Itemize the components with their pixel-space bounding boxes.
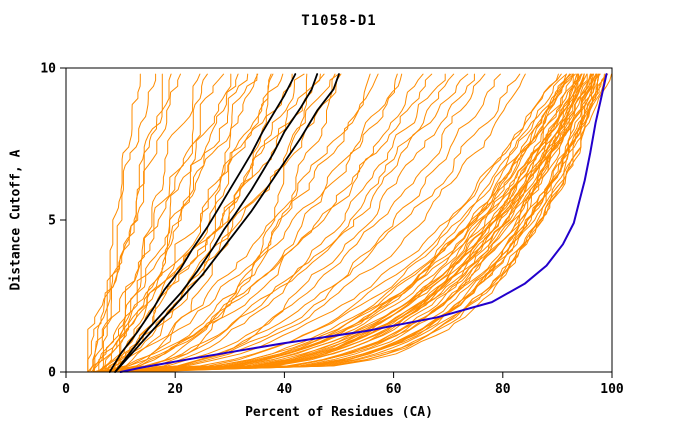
model-curve — [103, 73, 259, 373]
model-curve — [109, 73, 446, 373]
x-tick-label: 80 — [495, 382, 511, 397]
model-curve — [94, 73, 576, 373]
y-tick-label: 0 — [48, 366, 56, 381]
reference-curve — [108, 73, 297, 373]
model-curve — [125, 73, 486, 373]
model-curve — [98, 73, 403, 373]
model-curve — [98, 73, 571, 373]
model-curve — [142, 73, 600, 373]
model-curve — [87, 73, 157, 373]
model-curve — [90, 73, 325, 373]
model-curve — [101, 73, 585, 373]
model-curve — [93, 73, 594, 373]
model-curve — [113, 73, 339, 373]
model-curve — [99, 73, 284, 373]
chart-title: T1058-D1 — [301, 13, 377, 29]
model-curve — [89, 73, 293, 373]
model-curve — [102, 73, 272, 373]
model-curve — [109, 73, 379, 373]
model-curve — [103, 73, 585, 373]
model-curve — [131, 73, 607, 373]
x-tick-label: 100 — [600, 382, 624, 397]
model-curve — [104, 73, 342, 373]
model-curve — [132, 73, 574, 373]
model-curve — [99, 73, 562, 373]
model-curve — [92, 73, 141, 373]
model-curve — [99, 73, 163, 373]
model-curve — [116, 73, 605, 373]
model-curve — [99, 73, 526, 373]
model-curve — [92, 73, 595, 373]
model-curve — [103, 73, 424, 373]
model-curve — [116, 73, 398, 373]
model-curve — [109, 73, 597, 373]
model-curve — [106, 73, 567, 373]
model-curve — [106, 73, 521, 373]
model-curve — [111, 73, 580, 373]
x-tick-label: 20 — [167, 382, 183, 397]
model-curve — [113, 73, 208, 373]
y-tick-label: 10 — [40, 62, 56, 77]
x-axis-label: Percent of Residues (CA) — [245, 405, 433, 420]
model-curve — [120, 73, 501, 373]
model-curve — [99, 73, 574, 373]
model-curve — [105, 73, 239, 373]
model-curve — [105, 73, 573, 373]
model-curve — [87, 73, 225, 373]
y-tick-label: 5 — [48, 214, 56, 229]
model-curve — [115, 73, 475, 373]
model-curve — [93, 73, 249, 373]
model-curve — [120, 73, 588, 373]
model-curve — [98, 73, 583, 373]
model-curve — [92, 73, 582, 373]
model-curve — [98, 73, 608, 373]
model-curve — [121, 73, 455, 373]
model-curve — [100, 73, 593, 373]
model-curve — [92, 73, 371, 373]
reference-curve — [114, 73, 340, 373]
best-model-curve — [119, 73, 608, 373]
x-tick-label: 0 — [62, 382, 70, 397]
reference-curve — [114, 73, 319, 373]
x-tick-label: 40 — [277, 382, 293, 397]
model-curve — [111, 73, 559, 373]
model-curve — [96, 73, 258, 373]
model-curve — [87, 73, 181, 373]
model-curve — [92, 73, 336, 373]
model-curve — [125, 73, 567, 373]
model-curve — [98, 73, 201, 373]
model-curve — [94, 73, 433, 373]
x-tick-label: 60 — [386, 382, 402, 397]
model-curve — [109, 73, 308, 373]
model-curve — [98, 73, 469, 373]
